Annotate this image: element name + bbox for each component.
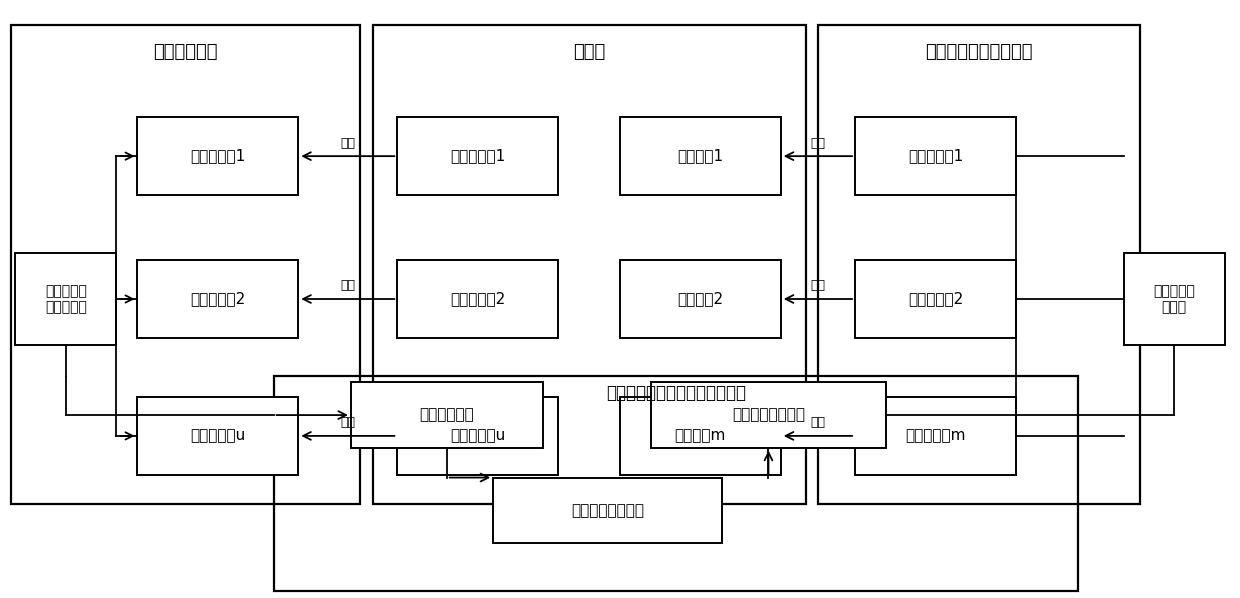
Bar	[372, 25, 806, 504]
Bar	[397, 397, 558, 475]
Text: 冷却液输出1: 冷却液输出1	[908, 149, 963, 164]
Text: 冷却管道m: 冷却管道m	[675, 428, 727, 443]
Text: 冷却液输出m: 冷却液输出m	[905, 428, 966, 443]
Bar	[274, 376, 1078, 591]
Text: 温升敏感点u: 温升敏感点u	[450, 428, 506, 443]
Text: 采集: 采集	[340, 416, 356, 429]
Bar	[818, 25, 1140, 504]
Bar	[620, 260, 781, 338]
Bar	[856, 260, 1016, 338]
Text: 温度传感器1: 温度传感器1	[190, 149, 246, 164]
Text: 信号采集模块: 信号采集模块	[154, 43, 218, 61]
Text: 机床电主轴热误差主动控制模块: 机床电主轴热误差主动控制模块	[605, 384, 745, 402]
Text: 电主轴: 电主轴	[573, 43, 605, 61]
Bar	[856, 117, 1016, 195]
Text: 采集: 采集	[340, 279, 356, 292]
Bar	[397, 260, 558, 338]
Text: 多回路差异化冷却模块: 多回路差异化冷却模块	[925, 43, 1033, 61]
Text: 温度传感器u: 温度传感器u	[190, 428, 246, 443]
Bar	[351, 382, 543, 448]
Text: 采集: 采集	[340, 136, 356, 150]
Text: 温升敏感点2: 温升敏感点2	[450, 291, 506, 307]
Bar	[856, 397, 1016, 475]
Bar	[620, 117, 781, 195]
Text: 温度传感器2: 温度传感器2	[190, 291, 246, 307]
Text: 信号采集模
块通讯接口: 信号采集模 块通讯接口	[45, 284, 87, 314]
Text: 冷却模块通
讯接口: 冷却模块通 讯接口	[1153, 284, 1195, 314]
Text: 供液: 供液	[811, 136, 826, 150]
Bar	[494, 478, 722, 543]
Bar	[651, 382, 887, 448]
Text: 冷却液输出2: 冷却液输出2	[908, 291, 963, 307]
Text: 温升敏感点1: 温升敏感点1	[450, 149, 506, 164]
Bar	[11, 25, 360, 504]
Text: 供液: 供液	[811, 279, 826, 292]
Bar	[138, 260, 299, 338]
Text: 温度记录模块: 温度记录模块	[419, 408, 474, 423]
Bar	[397, 117, 558, 195]
Bar	[15, 253, 117, 345]
Bar	[620, 397, 781, 475]
Text: 供液: 供液	[811, 416, 826, 429]
Bar	[138, 117, 299, 195]
Text: 冷却装置通讯模块: 冷却装置通讯模块	[732, 408, 805, 423]
Text: 控制策略算法模块: 控制策略算法模块	[572, 503, 644, 518]
Bar	[138, 397, 299, 475]
Bar	[1123, 253, 1225, 345]
Text: 冷却管道1: 冷却管道1	[677, 149, 723, 164]
Text: 冷却管道2: 冷却管道2	[677, 291, 723, 307]
